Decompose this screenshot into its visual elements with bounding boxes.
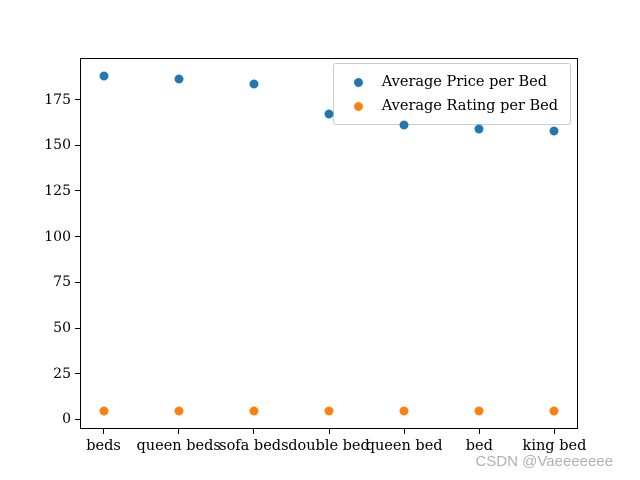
plot-area: Average Price per Bed Average Rating per … <box>44 58 586 454</box>
scatter-point <box>399 120 409 130</box>
x-axis-tick-label: king bed <box>522 438 587 454</box>
x-axis-tick-label: double bed <box>288 438 370 454</box>
scatter-point <box>99 71 109 81</box>
scatter-point <box>324 406 334 416</box>
y-axis-tick-label: 150 <box>44 137 71 154</box>
y-axis-tick-label: 25 <box>53 365 71 382</box>
y-axis-tick <box>75 236 80 238</box>
legend-label: Average Rating per Bed <box>381 98 558 114</box>
y-axis-tick <box>75 418 80 420</box>
x-axis-tick <box>478 429 480 434</box>
x-axis-tick-label: beds <box>86 438 121 454</box>
y-axis-tick-label: 100 <box>44 228 71 245</box>
y-axis-tick-label: 50 <box>53 320 71 337</box>
legend-entry: Average Price per Bed <box>344 70 558 94</box>
y-axis-tick-label: 75 <box>53 274 71 291</box>
scatter-point <box>174 74 184 84</box>
scatter-point <box>324 109 334 119</box>
x-axis-tick <box>553 429 555 434</box>
legend-marker-icon <box>353 101 363 111</box>
legend: Average Price per Bed Average Rating per … <box>332 63 571 125</box>
y-axis-tick-label: 0 <box>62 411 71 428</box>
x-axis-tick <box>253 429 255 434</box>
x-axis-tick-label: queen bed <box>365 438 443 454</box>
x-axis-tick-label: sofa beds <box>219 438 289 454</box>
scatter-point <box>474 406 484 416</box>
legend-marker-icon <box>353 77 363 87</box>
watermark: CSDN @Vaeeeeeee <box>475 453 613 470</box>
legend-label: Average Price per Bed <box>381 74 548 90</box>
scatter-point <box>549 126 559 136</box>
scatter-point <box>249 79 259 89</box>
y-axis-tick <box>75 281 80 283</box>
scatter-point <box>474 124 484 134</box>
legend-entry: Average Rating per Bed <box>344 94 558 118</box>
x-axis-tick <box>178 429 180 434</box>
y-axis-tick <box>75 99 80 101</box>
x-axis-tick <box>103 429 105 434</box>
y-axis-tick <box>75 190 80 192</box>
x-axis-tick-label: queen beds <box>136 438 221 454</box>
x-axis-tick <box>403 429 405 434</box>
scatter-point <box>99 406 109 416</box>
y-axis-tick-label: 125 <box>44 182 71 199</box>
x-axis-tick <box>328 429 330 434</box>
y-axis-tick <box>75 373 80 375</box>
y-axis-tick <box>75 144 80 146</box>
y-axis-tick <box>75 327 80 329</box>
scatter-point <box>549 406 559 416</box>
x-axis-tick-label: bed <box>465 438 493 454</box>
scatter-point <box>174 406 184 416</box>
scatter-point <box>399 406 409 416</box>
scatter-point <box>249 406 259 416</box>
y-axis-tick-label: 175 <box>44 91 71 108</box>
